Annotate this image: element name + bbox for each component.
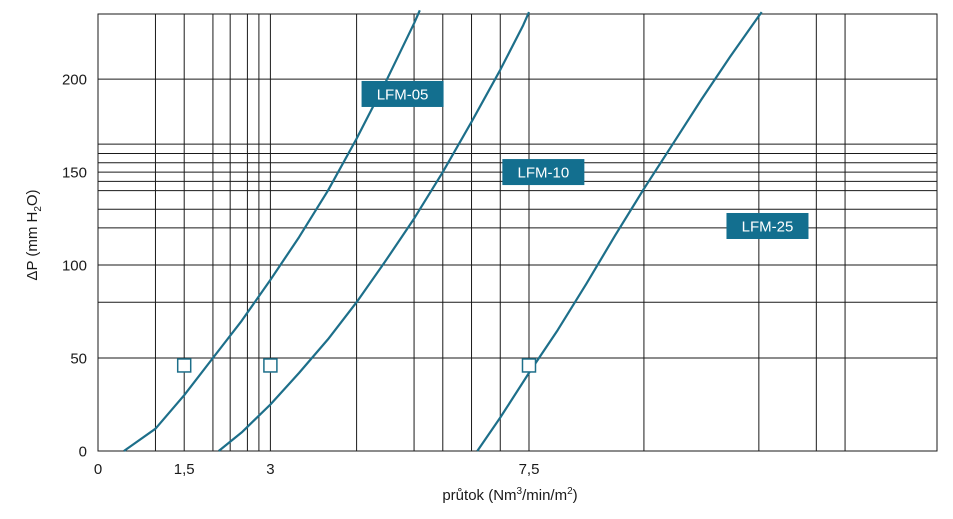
- series-label-lfm-25: LFM-25: [726, 212, 809, 239]
- curves: [123, 9, 763, 452]
- series-label-text: LFM-25: [742, 218, 794, 235]
- series-label-text: LFM-05: [377, 86, 429, 103]
- x-tick-label: 3: [266, 461, 274, 478]
- y-tick-label: 50: [70, 351, 87, 368]
- x-axis-title: průtok (Nm3/min/m2): [442, 486, 577, 504]
- series-label-text: LFM-10: [518, 165, 570, 182]
- data-marker: [263, 358, 278, 373]
- y-tick-label: 0: [79, 444, 87, 461]
- data-marker: [176, 358, 192, 373]
- y-axis-title: ΔP (mm H2O): [24, 189, 44, 280]
- grid: [97, 13, 938, 452]
- series-label-box: [361, 80, 444, 107]
- series-line-lfm-05: [123, 9, 421, 452]
- x-tick-label: 1,5: [174, 461, 195, 478]
- series-label-box: [502, 159, 585, 186]
- markers: [176, 358, 537, 373]
- x-tick-label: 7,5: [519, 461, 540, 478]
- tick-labels: 0 50 100 150 200 0 1,5 3 7,5: [62, 72, 539, 478]
- y-tick-label: 100: [62, 258, 87, 275]
- x-tick-label: 0: [94, 461, 102, 478]
- series-labels: LFM-05 LFM-10 LFM-25: [361, 80, 809, 239]
- series-label-lfm-05: LFM-05: [361, 80, 444, 107]
- series-label-box: [726, 212, 809, 239]
- y-tick-label: 200: [62, 72, 87, 89]
- series-line-lfm-10: [218, 11, 531, 452]
- series-label-lfm-10: LFM-10: [502, 159, 585, 186]
- y-tick-label: 150: [62, 165, 87, 182]
- data-marker: [521, 358, 537, 373]
- series-line-lfm-25: [476, 11, 763, 452]
